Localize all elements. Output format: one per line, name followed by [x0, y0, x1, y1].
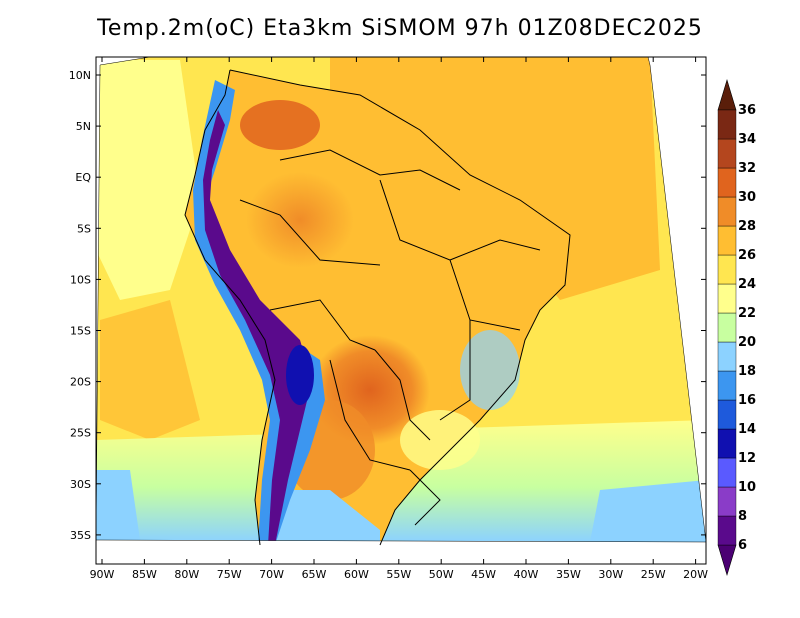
pacific-coastline: [184, 69, 276, 546]
colorbar: 6 8 10 12 14 16 18 20 22 24 26 28 30 32 34 36: [717, 78, 756, 577]
colorbar-label: 8: [738, 509, 747, 524]
lat-tick-label: 35S: [70, 529, 91, 542]
colorbar-swatch: [717, 515, 737, 546]
pacific-south-cool: [96, 470, 140, 540]
colorbar-swatch: [717, 341, 737, 372]
colorbar-label: 10: [738, 480, 756, 495]
colorbar-swatch: [717, 138, 737, 169]
colorbar-label: 34: [738, 132, 756, 147]
colorbar-swatch: [717, 283, 737, 314]
altiplano: [286, 345, 314, 405]
lat-tick-label: 5N: [76, 120, 91, 133]
atlantic-south-cool: [590, 480, 706, 542]
colorbar-swatch: [717, 370, 737, 401]
colorbar-label: 22: [738, 306, 756, 321]
colorbar-label: 28: [738, 219, 756, 234]
lon-tick-label: 70W: [259, 568, 284, 581]
brazil-states-3: [439, 320, 471, 421]
colorbar-label: 24: [738, 277, 756, 292]
lon-tick-label: 65W: [302, 568, 327, 581]
border-bolivia: [269, 299, 376, 351]
pacific-cool-region: [96, 60, 200, 300]
lat-tick-label: 30S: [70, 478, 91, 491]
colorbar-label: 16: [738, 393, 756, 408]
lon-tick-label: 55W: [386, 568, 411, 581]
lat-tick-label: EQ: [75, 171, 91, 184]
patagonia-cool: [260, 490, 380, 542]
colorbar-swatch: [717, 225, 737, 256]
lon-tick-label: 85W: [132, 568, 157, 581]
southern-brazil-mild: [400, 410, 480, 470]
lon-tick-label: 35W: [556, 568, 581, 581]
temperature-field: [96, 57, 706, 542]
plot-frame: [95, 56, 707, 565]
lon-tick-label: 75W: [217, 568, 242, 581]
lat-tick-label: 15S: [70, 325, 91, 338]
lat-tick-label: 5S: [77, 222, 91, 235]
colorbar-swatch: [717, 167, 737, 198]
latitude-axis: 10N 5N EQ 5S 10S 15S 20S 25S 30S 35S: [69, 69, 706, 542]
colorbar-label: 12: [738, 451, 756, 466]
colorbar-high-arrow: [717, 78, 737, 111]
colorbar-swatch: [717, 109, 737, 140]
colorbar-swatch: [717, 486, 737, 517]
lon-tick-label: 50W: [429, 568, 454, 581]
chart-title: Temp.2m(oC) Eta3km SiSMOM 97h 01Z08DEC20…: [97, 16, 703, 41]
amazon-warm-area: [210, 140, 390, 300]
lon-tick-label: 90W: [90, 568, 115, 581]
border-paraguay: [374, 349, 431, 441]
country-borders: [184, 69, 571, 546]
colorbar-label: 36: [738, 103, 756, 118]
colorbar-swatch: [717, 428, 737, 459]
lat-tick-label: 20S: [70, 376, 91, 389]
colorbar-swatch: [717, 196, 737, 227]
colorbar-label: 32: [738, 161, 756, 176]
lon-tick-label: 20W: [683, 568, 708, 581]
colorbar-label: 14: [738, 422, 756, 437]
lon-tick-label: 60W: [344, 568, 369, 581]
venezuela-hot-area: [240, 100, 320, 150]
brazil-states-2: [449, 239, 541, 261]
lat-tick-label: 25S: [70, 427, 91, 440]
colorbar-swatch: [717, 254, 737, 285]
lon-tick-label: 80W: [174, 568, 199, 581]
lon-tick-label: 45W: [471, 568, 496, 581]
colorbar-low-arrow: [717, 544, 737, 577]
colorbar-label: 18: [738, 364, 756, 379]
lon-tick-label: 25W: [641, 568, 666, 581]
lat-tick-label: 10S: [70, 273, 91, 286]
lon-tick-label: 40W: [514, 568, 539, 581]
colorbar-label: 30: [738, 190, 756, 205]
colorbar-label: 6: [738, 538, 747, 553]
border-argentina: [329, 359, 411, 471]
border-uruguay: [409, 469, 441, 526]
atlantic-coastline: [229, 69, 571, 546]
border-guianas-brazil: [279, 149, 461, 191]
pacific-warm-patch: [100, 300, 200, 440]
colorbar-label: 26: [738, 248, 756, 263]
colorbar-swatch: [717, 457, 737, 488]
lon-tick-label: 30W: [598, 568, 623, 581]
colorbar-label: 20: [738, 335, 756, 350]
colorbar-swatch: [717, 399, 737, 430]
lat-tick-label: 10N: [69, 69, 91, 82]
atlantic-warm-region: [330, 57, 660, 300]
colorbar-swatch: [717, 312, 737, 343]
longitude-axis: 90W 85W 80W 75W 70W 65W 60W 55W 50W 45W 40W 35W 30W 2…: [90, 57, 708, 581]
minas-highlands: [460, 330, 520, 410]
border-peru-brazil: [239, 199, 381, 266]
